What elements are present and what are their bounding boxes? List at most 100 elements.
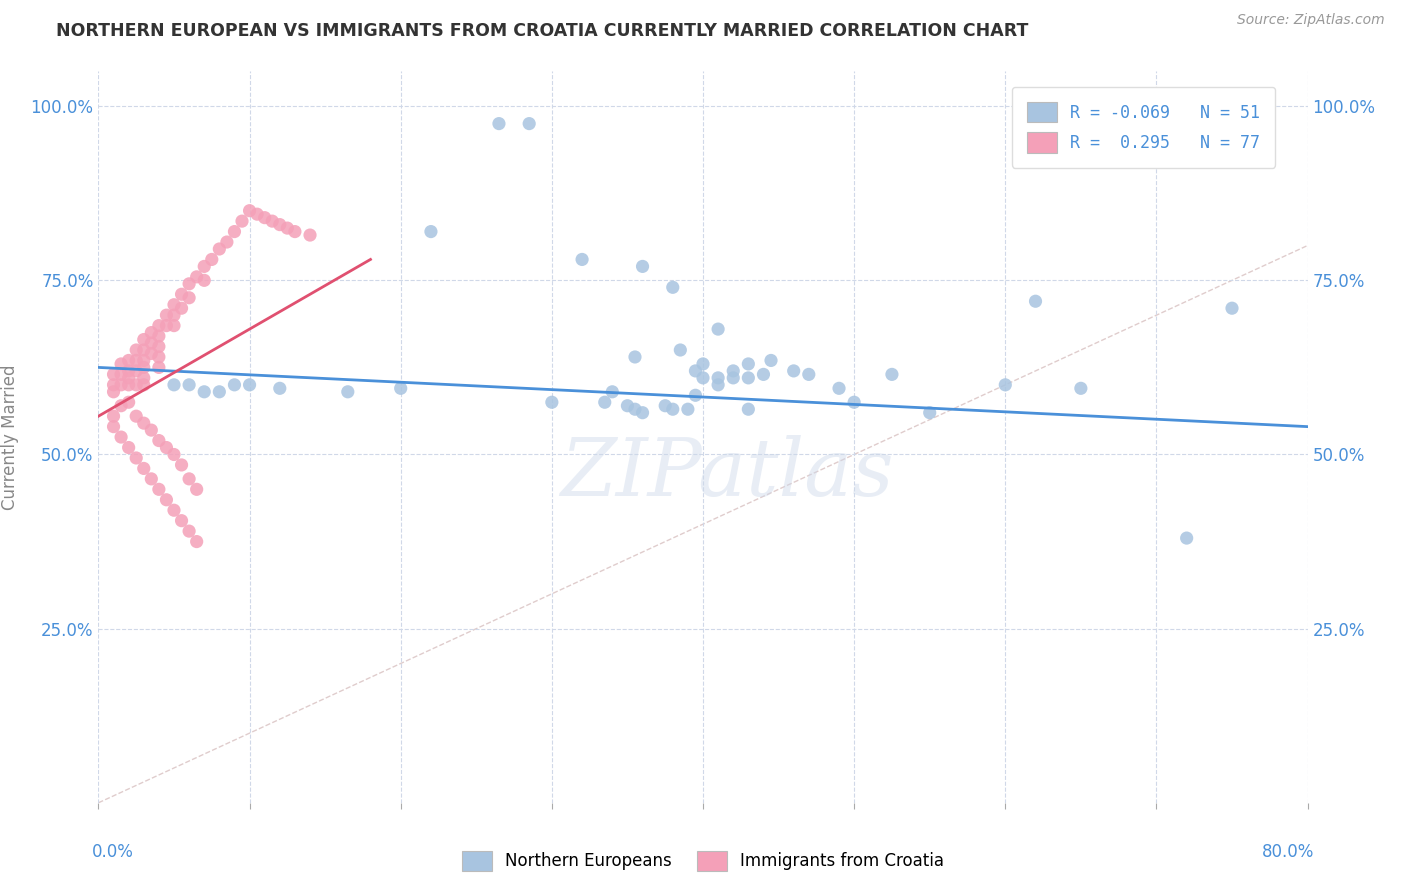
Point [1070, 381, 1092, 395]
Point [723, 364, 745, 378]
Point [141, 472, 163, 486]
Point [336, 384, 359, 399]
Point [132, 461, 155, 475]
Point [631, 406, 654, 420]
Point [118, 353, 141, 368]
Point [193, 260, 215, 274]
Point [276, 221, 298, 235]
Text: 80.0%: 80.0% [1263, 843, 1315, 861]
Point [155, 441, 177, 455]
Point [179, 472, 201, 486]
Point [759, 353, 782, 368]
Point [631, 260, 654, 274]
Point [517, 117, 540, 131]
Point [170, 514, 193, 528]
Point [118, 395, 141, 409]
Point [707, 377, 730, 392]
Point [723, 371, 745, 385]
Point [844, 395, 866, 409]
Point [186, 483, 208, 497]
Point [170, 301, 193, 316]
Point [685, 364, 707, 378]
Point [994, 377, 1017, 392]
Point [707, 371, 730, 385]
Point [155, 308, 177, 322]
Point [661, 402, 683, 417]
Point [132, 333, 155, 347]
Point [155, 492, 177, 507]
Point [125, 377, 148, 392]
Point [193, 384, 215, 399]
Point [654, 399, 676, 413]
Point [737, 357, 759, 371]
Point [624, 402, 647, 417]
Point [163, 503, 186, 517]
Point [420, 225, 443, 239]
Point [797, 368, 820, 382]
Point [110, 399, 132, 413]
Legend: R = -0.069   N = 51, R =  0.295   N = 77: R = -0.069 N = 51, R = 0.295 N = 77 [1012, 87, 1275, 168]
Point [488, 117, 510, 131]
Point [132, 371, 155, 385]
Point [540, 395, 562, 409]
Point [118, 371, 141, 385]
Point [707, 322, 730, 336]
Point [125, 450, 148, 465]
Point [692, 357, 714, 371]
Point [186, 534, 208, 549]
Point [1220, 301, 1243, 316]
Y-axis label: Currently Married: Currently Married [1, 364, 20, 510]
Point [141, 423, 163, 437]
Point [692, 371, 714, 385]
Point [737, 371, 759, 385]
Point [783, 364, 806, 378]
Point [155, 318, 177, 333]
Point [110, 368, 132, 382]
Point [125, 353, 148, 368]
Point [208, 242, 231, 256]
Point [284, 225, 307, 239]
Point [1175, 531, 1198, 545]
Point [179, 524, 201, 538]
Text: NORTHERN EUROPEAN VS IMMIGRANTS FROM CROATIA CURRENTLY MARRIED CORRELATION CHART: NORTHERN EUROPEAN VS IMMIGRANTS FROM CRO… [56, 22, 1029, 40]
Point [239, 203, 262, 218]
Point [239, 377, 262, 392]
Point [103, 368, 125, 382]
Point [737, 402, 759, 417]
Point [118, 441, 141, 455]
Point [624, 350, 647, 364]
Point [616, 399, 638, 413]
Point [215, 235, 238, 249]
Point [299, 228, 322, 243]
Point [224, 225, 246, 239]
Point [193, 273, 215, 287]
Point [148, 318, 170, 333]
Point [118, 377, 141, 392]
Point [224, 377, 246, 392]
Point [148, 339, 170, 353]
Point [110, 357, 132, 371]
Point [132, 416, 155, 430]
Point [132, 360, 155, 375]
Point [669, 343, 692, 357]
Point [148, 329, 170, 343]
Text: Source: ZipAtlas.com: Source: ZipAtlas.com [1237, 13, 1385, 28]
Point [918, 406, 941, 420]
Point [208, 384, 231, 399]
Point [163, 308, 186, 322]
Point [125, 409, 148, 424]
Point [110, 377, 132, 392]
Point [752, 368, 775, 382]
Point [125, 343, 148, 357]
Point [132, 343, 155, 357]
Text: 0.0%: 0.0% [91, 843, 134, 861]
Point [148, 350, 170, 364]
Point [880, 368, 903, 382]
Point [148, 483, 170, 497]
Point [1024, 294, 1046, 309]
Point [163, 318, 186, 333]
Point [141, 346, 163, 360]
Point [148, 360, 170, 375]
Point [253, 211, 276, 225]
Legend: Northern Europeans, Immigrants from Croatia: Northern Europeans, Immigrants from Croa… [454, 842, 952, 880]
